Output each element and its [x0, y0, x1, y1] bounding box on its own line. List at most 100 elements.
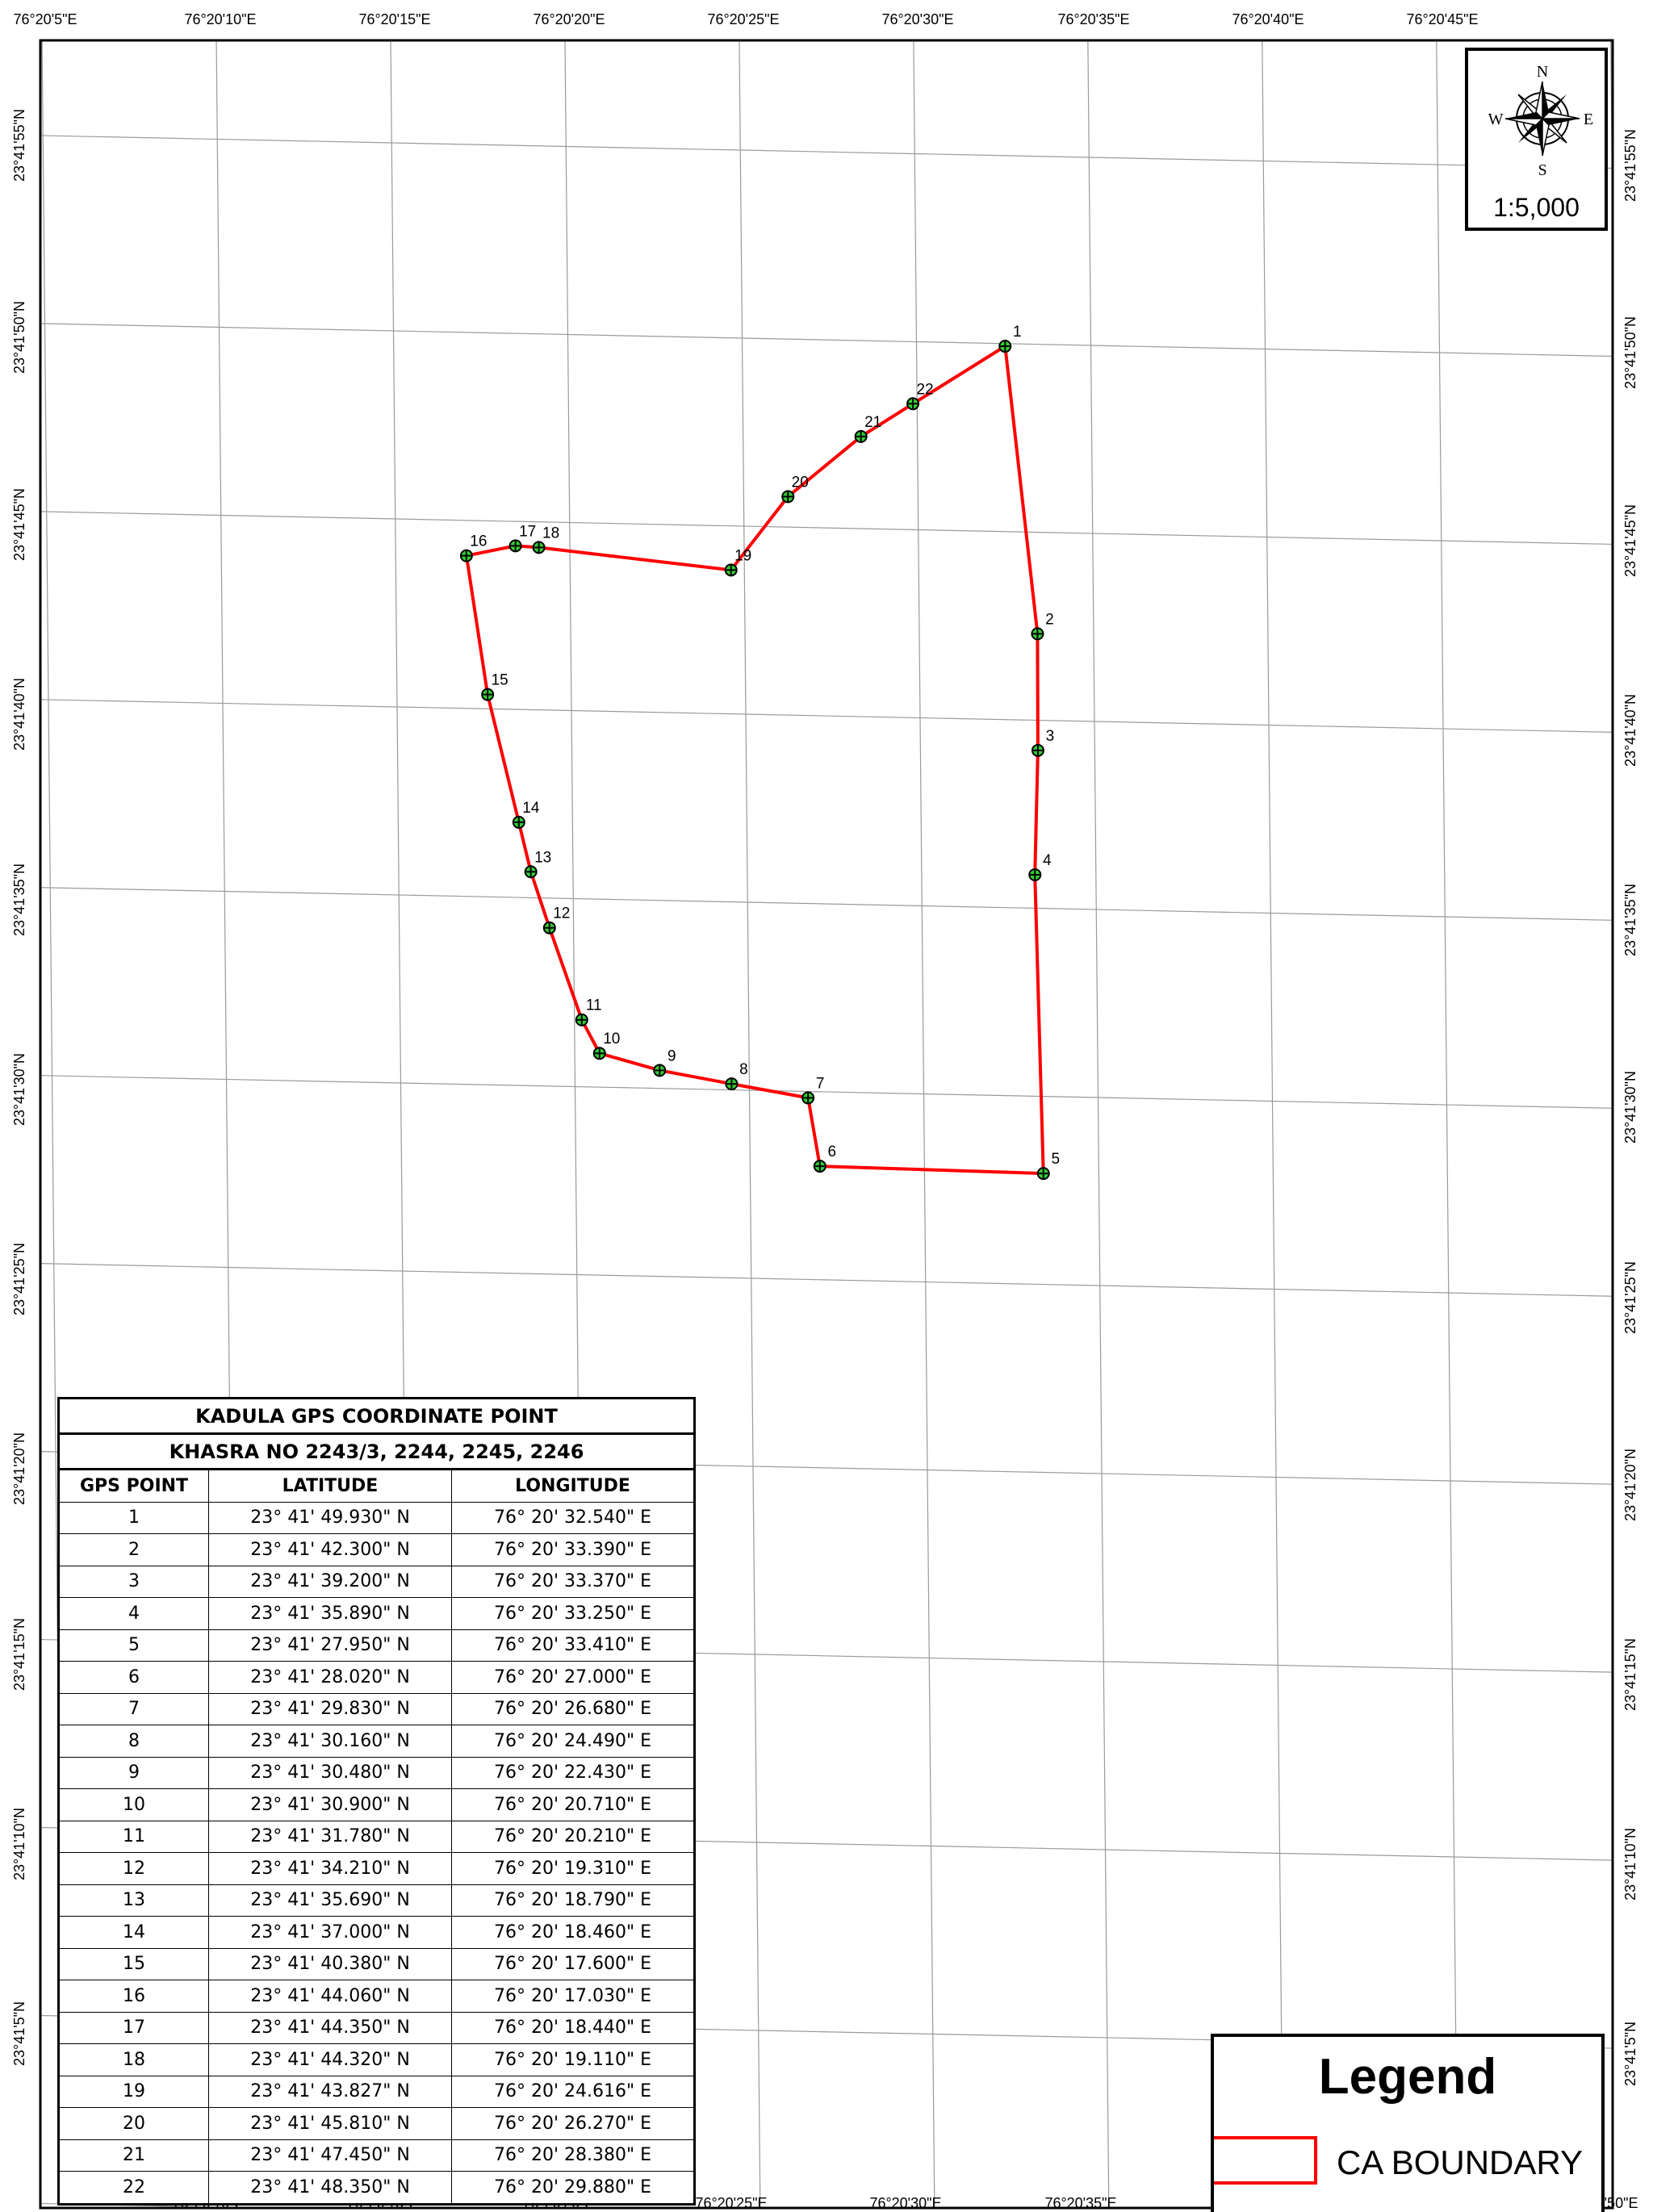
cell-lon: 76° 20' 24.490" E [451, 1725, 695, 1758]
point-label: 9 [667, 1047, 676, 1064]
point-label: 22 [916, 381, 933, 398]
parallel-line [40, 1075, 1613, 1109]
gps-point-marker [854, 429, 868, 443]
point-crosshair [814, 1161, 825, 1172]
cell-lat: 23° 41' 37.000" N [208, 1916, 452, 1949]
point-crosshair [726, 565, 736, 575]
left-lat-label: 23°41'25"N [11, 1243, 27, 1315]
table-row: 16 23° 41' 44.060" N 76° 20' 17.030" E [58, 1980, 695, 2013]
gps-point-marker [524, 865, 538, 879]
gps-point-marker [1028, 868, 1042, 881]
cell-point: 5 [58, 1629, 209, 1662]
top-lon-label: 76°20'20"E [533, 11, 605, 27]
map-frame [39, 39, 1614, 2210]
point-crosshair [726, 1079, 737, 1089]
table-row: 22 23° 41' 48.350" N 76° 20' 29.880" E [58, 2171, 695, 2205]
cell-lat: 23° 41' 30.160" N [208, 1725, 452, 1758]
gps-point-marker [512, 815, 525, 829]
cell-lat: 23° 41' 43.827" N [208, 2075, 452, 2108]
meridian-line [1087, 40, 1110, 2209]
left-lat-label: 23°41'15"N [11, 1618, 27, 1691]
cell-lat: 23° 41' 44.060" N [208, 1980, 452, 2013]
top-lon-label: 76°20'40"E [1232, 11, 1304, 27]
ca-boundary-polygon [464, 345, 1045, 1176]
table-row: 6 23° 41' 28.020" N 76° 20' 27.000" E [58, 1661, 695, 1694]
top-lon-label: 76°20'45"E [1406, 11, 1478, 27]
compass-e: E [1584, 111, 1593, 128]
cell-lon: 76° 20' 28.380" E [451, 2139, 695, 2172]
cell-lat: 23° 41' 34.210" N [208, 1852, 452, 1885]
cell-point: 18 [58, 2043, 209, 2076]
parallel-line [40, 887, 1613, 921]
point-label: 12 [553, 905, 570, 922]
left-lat-label: 23°41'5"N [11, 2001, 27, 2066]
legend-title: Legend [1318, 2049, 1497, 2105]
cell-lat: 23° 41' 47.450" N [208, 2139, 452, 2172]
right-lat-label: 23°41'25"N [1622, 1261, 1638, 1334]
cell-point: 7 [58, 1692, 209, 1725]
cell-lon: 76° 20' 33.390" E [451, 1533, 695, 1566]
cell-point: 12 [58, 1852, 209, 1885]
gps-point-marker [532, 541, 546, 554]
point-crosshair [908, 399, 919, 409]
point-label: 14 [522, 800, 540, 817]
cell-lat: 23° 41' 27.950" N [208, 1629, 452, 1662]
point-label: 1 [1013, 324, 1022, 341]
cell-lon: 76° 20' 33.370" E [451, 1565, 695, 1598]
point-crosshair [544, 922, 554, 933]
table-row: 3 23° 41' 39.200" N 76° 20' 33.370" E [58, 1565, 695, 1598]
point-crosshair [1032, 745, 1043, 755]
parallel-line [40, 511, 1613, 546]
parallel-line [40, 323, 1613, 358]
table-row: 1 23° 41' 49.930" N 76° 20' 32.540" E [58, 1501, 695, 1534]
meridian-line [1262, 40, 1284, 2209]
table-row: 5 23° 41' 27.950" N 76° 20' 33.410" E [58, 1629, 695, 1662]
parallel-line [40, 699, 1613, 733]
point-label: 15 [492, 672, 508, 689]
point-label: 4 [1043, 852, 1052, 869]
gps-coordinate-table: KADULA GPS COORDINATE POINT KHASRA NO 22… [57, 1397, 696, 2206]
legend-label-ca-boundary: CA BOUNDARY [1337, 2143, 1583, 2181]
meridian-line [913, 40, 935, 2209]
cell-lon: 76° 20' 18.460" E [451, 1916, 695, 1949]
cell-point: 9 [58, 1756, 209, 1789]
point-crosshair [655, 1065, 665, 1076]
legend: Legend CA BOUNDARY [1211, 2034, 1605, 2212]
cell-lon: 76° 20' 20.710" E [451, 1788, 695, 1821]
gps-point-marker [724, 563, 738, 577]
gps-point-marker [459, 549, 473, 562]
point-label: 20 [792, 474, 809, 491]
right-lat-label: 23°41'40"N [1622, 694, 1638, 767]
point-label: 6 [828, 1144, 837, 1160]
table-row: 18 23° 41' 44.320" N 76° 20' 19.110" E [58, 2043, 695, 2076]
top-longitude-labels: 76°20'5"E 76°20'10"E 76°20'15"E 76°20'20"E 7… [13, 11, 1478, 27]
bottom-lon-label: 76°20'35"E [1044, 2195, 1116, 2211]
cell-lat: 23° 41' 40.380" N [208, 1947, 452, 1980]
left-lat-label: 23°41'45"N [11, 488, 27, 561]
cell-lon: 76° 20' 26.680" E [451, 1692, 695, 1725]
cell-lat: 23° 41' 29.830" N [208, 1692, 452, 1725]
cell-point: 17 [58, 2011, 209, 2044]
table-row: 14 23° 41' 37.000" N 76° 20' 18.460" E [58, 1916, 695, 1949]
scale-label: 1:5,000 [1493, 193, 1580, 222]
table-row: 4 23° 41' 35.890" N 76° 20' 33.250" E [58, 1597, 695, 1630]
cell-point: 6 [58, 1661, 209, 1694]
gps-point-marker [508, 539, 522, 553]
point-label: 7 [816, 1075, 825, 1092]
col-header-point: GPS POINT [58, 1469, 209, 1503]
cell-lat: 23° 41' 44.350" N [208, 2011, 452, 2044]
gps-point-marker [781, 490, 795, 504]
cell-lat: 23° 41' 44.320" N [208, 2043, 452, 2076]
cell-lon: 76° 20' 26.270" E [451, 2107, 695, 2140]
point-label: 21 [864, 414, 881, 431]
top-lon-label: 76°20'15"E [358, 11, 430, 27]
cell-lat: 23° 41' 42.300" N [208, 1533, 452, 1566]
gps-point-marker [1036, 1167, 1050, 1181]
cell-point: 13 [58, 1884, 209, 1917]
cell-lon: 76° 20' 17.030" E [451, 1980, 695, 2013]
gps-point-marker [481, 688, 495, 701]
gps-point-marker [801, 1091, 815, 1105]
cell-lat: 23° 41' 28.020" N [208, 1661, 452, 1694]
point-label: 11 [586, 997, 602, 1014]
cell-lat: 23° 41' 35.890" N [208, 1597, 452, 1630]
